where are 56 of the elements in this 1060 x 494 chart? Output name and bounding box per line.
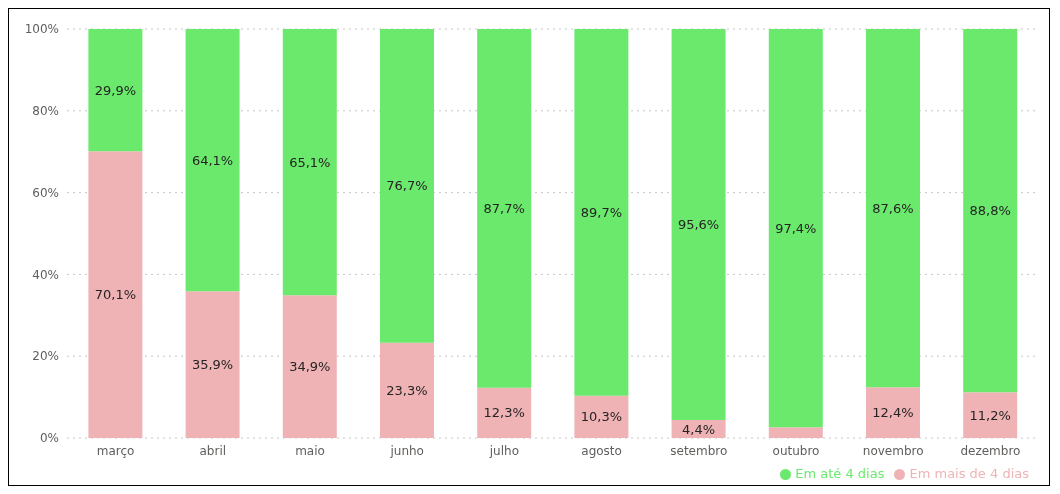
x-tick-label: agosto [581,443,622,458]
data-label: 64,1% [191,152,234,168]
data-label: 35,9% [191,357,234,373]
bar [865,29,920,388]
data-label: 87,6% [872,200,914,216]
x-tick-label: abril [199,443,227,458]
bar [768,29,823,428]
data-label: 12,3% [483,405,525,421]
bar [185,29,240,292]
bar [379,342,434,438]
data-label: 65,1% [289,154,331,170]
bar [88,29,143,152]
bar [768,427,823,438]
data-label: 95,6% [677,217,720,232]
bar [477,29,532,388]
data-label: 76,7% [386,178,428,194]
x-tick-label: dezembro [960,443,1021,458]
data-label: 34,9% [289,359,331,375]
bar [185,291,240,438]
x-tick-label: maio [295,443,325,458]
bar [574,29,629,396]
x-tick-label: novembro [862,443,924,458]
bar [282,295,337,438]
y-tick-label: 0% [39,431,59,446]
x-tick-label: junho [389,443,424,458]
bar [671,29,726,420]
bar [282,29,337,296]
data-label: 11,2% [969,407,1011,423]
x-tick-label: março [96,443,135,458]
y-tick-label: 100% [24,22,59,37]
data-label: 10,3% [580,409,623,425]
x-tick-label: julho [488,443,520,458]
x-tick-label: outubro [772,443,820,458]
bar [574,395,629,438]
data-label: 88,8% [969,203,1011,219]
data-label: 23,3% [386,382,428,398]
y-tick-label: 20% [32,349,59,364]
y-tick-label: 40% [32,267,59,282]
data-label: 89,7% [580,204,623,220]
bar [88,151,143,438]
bar [963,29,1018,393]
data-label: 70,1% [94,287,137,303]
legend-label: Em até 4 dias [795,466,885,481]
data-label: 87,7% [483,200,525,216]
y-tick-label: 80% [32,104,59,119]
bar [865,387,920,438]
data-label: 97,4% [775,220,817,236]
bar [963,392,1018,438]
bar [379,29,434,343]
data-label: 12,4% [872,405,914,421]
x-tick-label: setembro [670,443,728,458]
data-label: 29,9% [94,82,137,98]
data-label: 4,4% [682,421,716,437]
y-tick-label: 60% [32,185,59,200]
bar [477,387,532,438]
legend-label: Em mais de 4 dias [909,466,1029,481]
